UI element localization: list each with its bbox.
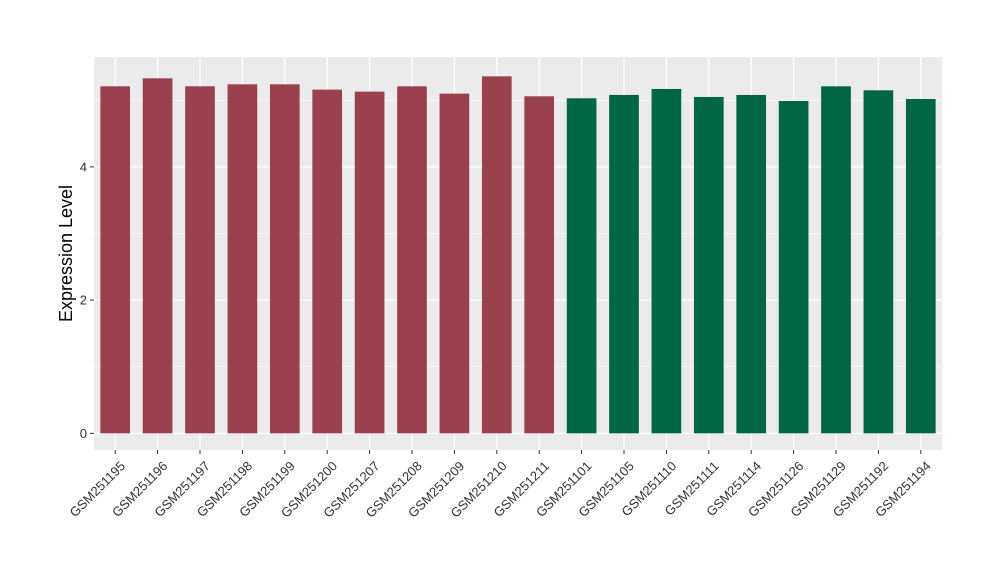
bar bbox=[397, 86, 427, 434]
bar bbox=[312, 89, 343, 434]
bar bbox=[566, 98, 597, 434]
bar bbox=[693, 96, 724, 434]
bar bbox=[778, 100, 809, 434]
bar bbox=[609, 94, 639, 434]
y-axis: 0 2 4 bbox=[80, 159, 94, 441]
y-tick-label: 2 bbox=[80, 293, 87, 308]
bar bbox=[185, 86, 215, 434]
bar bbox=[439, 93, 470, 434]
bar bbox=[142, 78, 173, 434]
bar bbox=[736, 94, 767, 434]
y-tick-label: 4 bbox=[80, 159, 87, 174]
x-axis: GSM251195GSM251196GSM251197GSM251198GSM2… bbox=[67, 450, 934, 521]
bar bbox=[524, 96, 555, 434]
bar bbox=[481, 76, 512, 434]
bar bbox=[905, 98, 936, 434]
bar bbox=[821, 86, 851, 434]
bar bbox=[354, 91, 385, 434]
bars bbox=[100, 76, 936, 434]
bar bbox=[651, 88, 682, 434]
plot-panel bbox=[94, 57, 942, 450]
bar bbox=[269, 84, 300, 434]
y-tick-label: 0 bbox=[80, 426, 87, 441]
bar bbox=[227, 84, 258, 434]
y-axis-title: Expression Level bbox=[56, 185, 76, 322]
bar bbox=[863, 90, 894, 434]
bar bbox=[100, 86, 131, 434]
